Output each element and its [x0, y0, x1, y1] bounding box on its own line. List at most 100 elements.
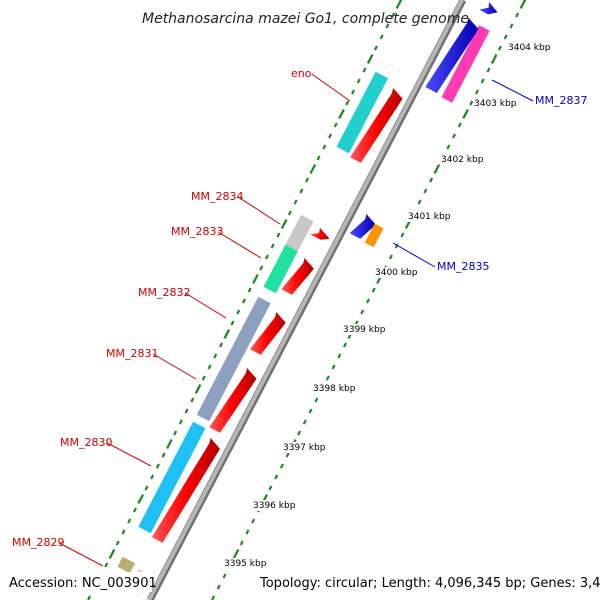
tick-mark [87, 595, 92, 600]
tick-mark [144, 485, 149, 491]
tick-mark [216, 584, 221, 590]
forward-strand-gene [209, 368, 257, 433]
tick-mark [161, 452, 166, 458]
leader-line [184, 292, 227, 319]
kbp-label-bg [374, 267, 424, 278]
tick-mark [400, 232, 405, 238]
kbp-label: 3399 kbp [343, 325, 386, 335]
tick-mark [394, 243, 399, 249]
tick-mark [371, 287, 376, 293]
leader-line [152, 353, 197, 380]
reverse-strand-gene [479, 2, 498, 15]
feature-bar-mm_2832 [229, 296, 271, 360]
tick-mark [490, 54, 498, 64]
tick-mark [245, 529, 250, 535]
gene-label-mm_2830: MM_2830 [60, 436, 112, 449]
feature-bar-eno [336, 71, 389, 154]
tick-mark [338, 109, 345, 119]
gene-features [117, 2, 498, 594]
gene-label-mm_2834: MM_2834 [191, 190, 243, 203]
tick-mark [331, 364, 336, 370]
tick-mark [264, 254, 269, 260]
tick-mark [433, 164, 441, 174]
tick-mark [343, 342, 348, 348]
genome-backbone [146, 0, 467, 600]
tick-mark [351, 89, 355, 95]
tick-mark [274, 474, 279, 480]
tick-mark [446, 144, 451, 150]
tick-mark [115, 540, 120, 546]
leader-line [311, 73, 351, 102]
feature-bar-mm_2833 [263, 244, 298, 294]
gene-label-mm_2829: MM_2829 [12, 536, 64, 549]
tick-mark [395, 0, 403, 9]
tick-mark [287, 210, 292, 216]
gene-label-mm_2832: MM_2832 [138, 286, 190, 299]
gene-label-mm_2833: MM_2833 [171, 225, 223, 238]
tick-mark [184, 408, 189, 414]
tick-mark [299, 188, 304, 194]
tick-mark [314, 397, 319, 403]
feature-bar-mm_2835 [364, 223, 384, 248]
tick-mark [201, 375, 206, 381]
tick-mark [486, 67, 491, 73]
feature-bar-mm_2829 [117, 556, 136, 574]
kbp-label-bg [342, 324, 392, 335]
kbp-label-bg [440, 154, 490, 165]
tick-mark [305, 177, 310, 183]
tick-mark [325, 375, 330, 381]
tick-mark [121, 529, 126, 535]
tick-mark [333, 122, 338, 128]
tick-mark [259, 265, 264, 271]
tick-mark [373, 45, 378, 51]
kbp-label-bg [282, 442, 332, 453]
leader-line [217, 231, 262, 259]
tick-mark [328, 133, 333, 139]
leader-line [237, 196, 281, 225]
kbp-label: 3400 kbp [375, 268, 418, 278]
tick-mark [309, 164, 317, 174]
tick-mark [462, 109, 469, 119]
tick-mark [132, 507, 137, 513]
kbp-label: 3402 kbp [441, 155, 484, 165]
tick-mark [297, 430, 302, 436]
tick-mark [452, 133, 457, 139]
tick-mark [268, 485, 273, 491]
tick-mark [155, 463, 160, 469]
tick-mark [178, 419, 183, 425]
tick-mark [270, 243, 275, 249]
tick-mark [173, 430, 178, 436]
label-leader-lines [58, 73, 534, 567]
tick-mark [232, 549, 240, 559]
tick-mark [230, 320, 235, 326]
forward-strand-gene [281, 258, 314, 295]
tick-mark [356, 78, 361, 84]
kbp-label: 3398 kbp [313, 384, 356, 394]
tick-mark [345, 100, 350, 106]
kbp-label: 3397 kbp [283, 443, 326, 453]
tick-mark [302, 419, 307, 425]
tick-mark [391, 12, 396, 18]
kbp-label-bg [312, 383, 362, 394]
tick-mark [503, 34, 508, 40]
kbp-label: 3395 kbp [224, 559, 267, 569]
tick-mark [366, 54, 374, 64]
tick-mark [276, 232, 281, 238]
forward-strand-gene [151, 438, 220, 543]
reverse-strand-gene [349, 214, 376, 239]
tick-mark [241, 298, 246, 304]
tick-mark [194, 384, 202, 394]
accession-text: Accession: NC_003901 [9, 576, 157, 591]
tick-mark [252, 274, 259, 284]
feature-bar-mm_2837 [441, 25, 490, 103]
tick-mark [457, 122, 462, 128]
tick-mark [417, 199, 422, 205]
tick-mark [108, 549, 116, 559]
tick-mark [150, 474, 155, 480]
tick-mark [469, 100, 474, 106]
tick-mark [509, 23, 514, 29]
tick-mark [362, 67, 367, 73]
kbp-label: 3396 kbp [253, 501, 296, 511]
tick-mark [308, 408, 313, 414]
